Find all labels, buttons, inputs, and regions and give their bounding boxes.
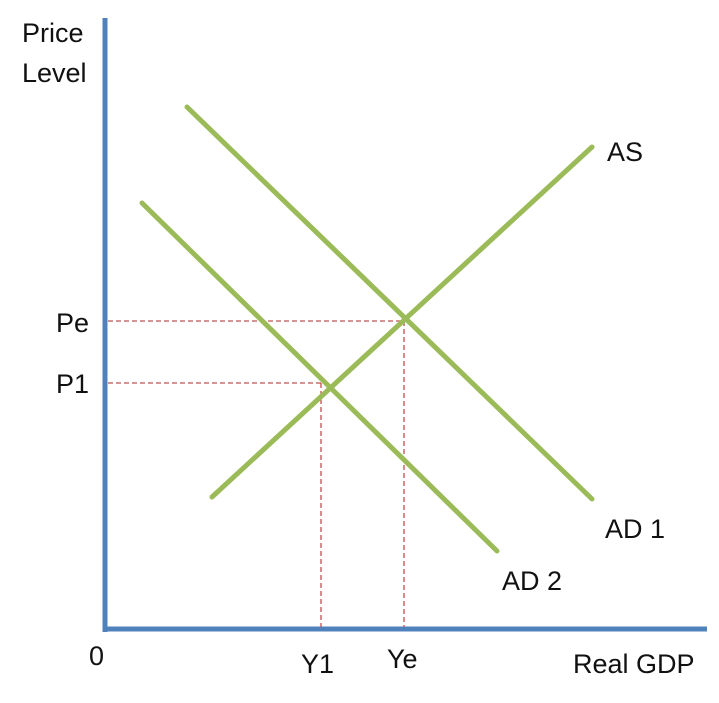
ad1-curve [184, 104, 595, 502]
y-axis-label-line1: Price [22, 18, 84, 48]
y-axis-label-line2: Level [22, 58, 87, 88]
pe-label: Pe [56, 308, 89, 338]
as-label: AS [607, 137, 643, 167]
origin-label: 0 [89, 641, 104, 671]
p1-label: P1 [56, 369, 89, 399]
ad1-label: AD 1 [605, 514, 665, 544]
x-axis-label: Real GDP [573, 649, 695, 679]
ad2-curve [139, 200, 500, 554]
as-curve [209, 144, 595, 500]
y1-label: Y1 [301, 649, 334, 679]
ye-label: Ye [387, 644, 418, 674]
ad2-label: AD 2 [502, 566, 562, 596]
